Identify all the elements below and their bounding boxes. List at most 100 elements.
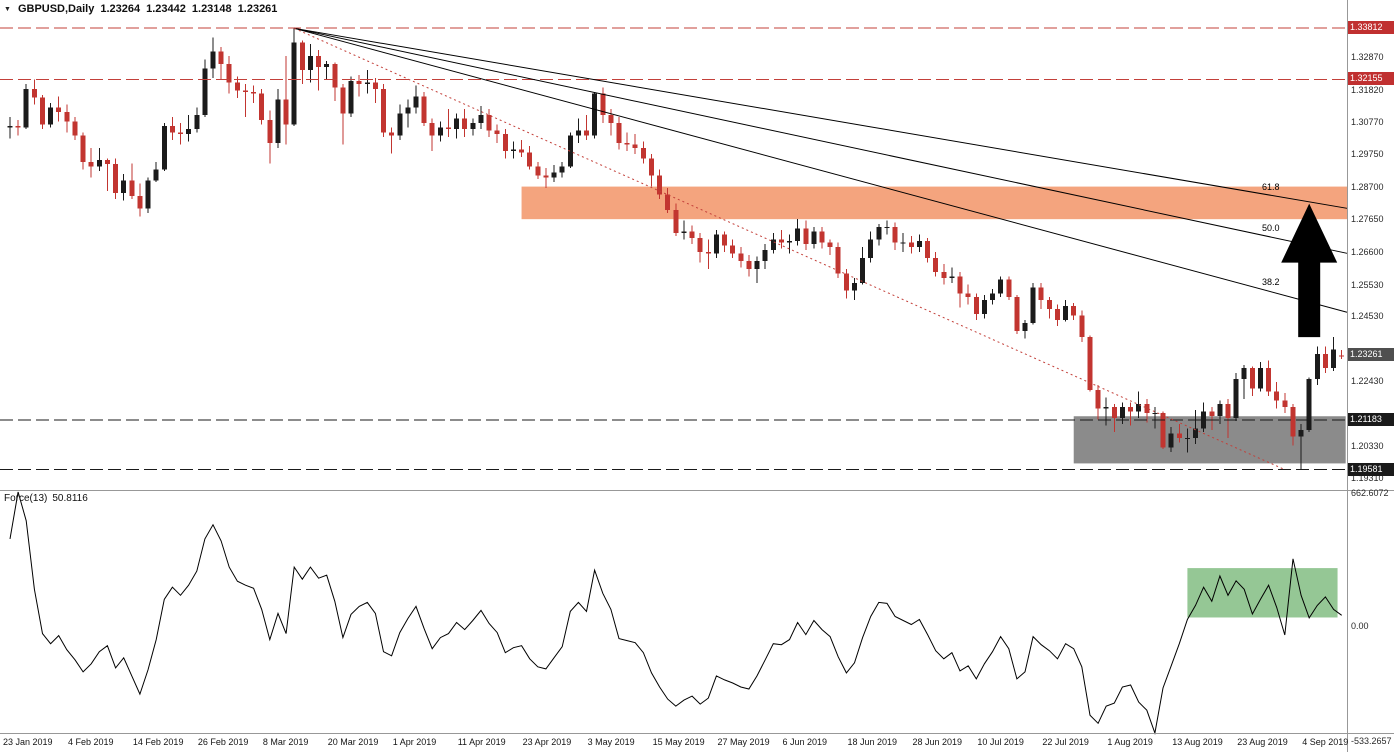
- time-axis-label: 20 Mar 2019: [327, 737, 379, 747]
- candle-body: [1176, 433, 1182, 438]
- candle-body: [1006, 279, 1012, 297]
- candle-body: [835, 247, 841, 274]
- candle-body: [575, 130, 581, 136]
- candle-body: [1128, 406, 1134, 412]
- candle-body: [364, 82, 370, 85]
- price-axis-tick: 1.19310: [1351, 473, 1384, 483]
- ohlc-low: 1.23148: [191, 3, 232, 15]
- candle-body: [178, 132, 184, 134]
- candle-body: [957, 276, 963, 294]
- candle-body: [1111, 406, 1117, 418]
- candle-body: [104, 160, 110, 164]
- price-axis-tick: 1.32870: [1351, 52, 1384, 63]
- time-axis-label: 22 Jul 2019: [1042, 737, 1089, 747]
- candle-body: [705, 251, 711, 254]
- candle-body: [795, 228, 801, 241]
- time-axis-label: 13 Aug 2019: [1172, 737, 1223, 747]
- candle-body: [713, 234, 719, 254]
- time-axis-label: 1 Apr 2019: [392, 737, 437, 747]
- candle-body: [949, 276, 955, 279]
- time-axis-label: 10 Jul 2019: [977, 737, 1024, 747]
- candle-body: [251, 91, 257, 94]
- candle-body: [608, 115, 614, 123]
- time-axis-label: 3 May 2019: [587, 737, 635, 747]
- candle-body: [1201, 411, 1207, 429]
- candle-body: [1095, 389, 1101, 409]
- candle-body: [1249, 368, 1255, 389]
- price-axis[interactable]: 1.32870 1.31820 1.30770 1.29750 1.28700 1.276…: [1348, 0, 1394, 752]
- candle-body: [892, 226, 898, 243]
- candle-body: [811, 231, 817, 245]
- candle-body: [470, 122, 476, 130]
- candle-body: [543, 175, 549, 178]
- indicator-scale-zero: 0.00: [1351, 620, 1369, 631]
- candle-body: [851, 282, 857, 291]
- candle-body: [478, 115, 484, 123]
- price-tag: 1.23261: [1348, 348, 1394, 362]
- candle-body: [722, 234, 728, 246]
- candle-body: [1331, 349, 1337, 369]
- candle-body: [803, 228, 809, 245]
- fib-fan-label: 50.0: [1262, 223, 1280, 234]
- candle-body: [291, 42, 297, 125]
- candle-body: [519, 149, 525, 153]
- candle-body: [1184, 437, 1190, 439]
- candle-body: [210, 51, 216, 69]
- candle-body: [202, 68, 208, 116]
- candle-body: [348, 81, 354, 114]
- candle-body: [941, 271, 947, 279]
- candle-body: [510, 149, 516, 151]
- price-axis-tick: 1.31820: [1351, 84, 1384, 95]
- candle-body: [307, 56, 313, 71]
- candle-body: [990, 293, 996, 300]
- candle-body: [884, 226, 890, 228]
- candle-body: [381, 88, 387, 133]
- candle-body: [925, 240, 931, 258]
- fib-fan-label: 38.2: [1262, 277, 1280, 288]
- candle-body: [616, 122, 622, 144]
- candle-body: [567, 135, 573, 167]
- candle-body: [153, 169, 159, 181]
- fib-fan-line: [294, 27, 1348, 313]
- candle-body: [1233, 379, 1239, 418]
- price-tag: 1.33812: [1348, 20, 1394, 34]
- candle-body: [1160, 413, 1166, 448]
- time-axis[interactable]: 23 Jan 2019 4 Feb 2019 14 Feb 2019 26 Feb 2…: [0, 734, 1348, 752]
- candle-body: [1322, 354, 1328, 369]
- price-axis-tick: 1.25530: [1351, 279, 1384, 290]
- candle-body: [445, 127, 451, 130]
- zone-rectangle: [1073, 416, 1346, 464]
- candle-body: [1119, 406, 1125, 418]
- candle-body: [600, 93, 606, 116]
- symbol-name: GBPUSD,Daily: [17, 3, 95, 15]
- candle-body: [900, 242, 906, 244]
- candle-body: [738, 253, 744, 262]
- candle-body: [648, 158, 654, 176]
- candle-body: [80, 135, 86, 162]
- candle-body: [421, 96, 427, 123]
- time-axis-label: 14 Feb 2019: [132, 737, 184, 747]
- ohlc-high: 1.23442: [146, 3, 186, 15]
- candle-body: [1030, 287, 1036, 324]
- candle-body: [1209, 411, 1215, 417]
- ohlc-open: 1.23264: [100, 3, 141, 15]
- symbol-dropdown-icon[interactable]: ▼: [4, 5, 11, 13]
- candle-body: [462, 118, 468, 130]
- candle-body: [502, 133, 508, 151]
- candle-body: [908, 242, 914, 248]
- candle-body: [267, 119, 273, 144]
- zone-rectangle: [521, 186, 1347, 220]
- time-axis-label: 15 May 2019: [652, 737, 705, 747]
- time-axis-label: 4 Sep 2019: [1302, 737, 1349, 747]
- candle-body: [405, 107, 411, 114]
- candle-body: [259, 93, 265, 120]
- ohlc-close: 1.23261: [237, 3, 278, 15]
- candle-body: [819, 231, 825, 243]
- price-tag: 1.32155: [1348, 72, 1394, 86]
- indicator-scale-min: -533.2657: [1351, 736, 1392, 746]
- candle-body: [559, 166, 565, 173]
- candle-body: [169, 126, 175, 133]
- price-axis-tick: 1.29750: [1351, 149, 1384, 159]
